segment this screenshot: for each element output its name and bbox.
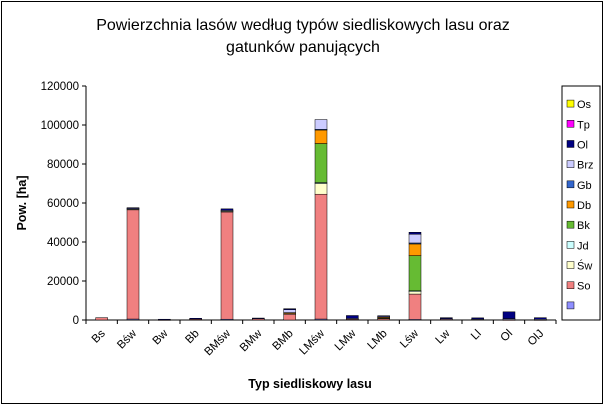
- legend-swatch: [566, 120, 575, 128]
- legend-swatch: [566, 301, 575, 310]
- bar-segment: [314, 143, 328, 183]
- bar-segment: [408, 233, 422, 244]
- x-tick-label: Ol: [499, 328, 516, 345]
- y-tick-label: 60000: [47, 198, 79, 210]
- legend-swatch: [566, 281, 575, 289]
- x-tick-label: Bw: [151, 327, 171, 347]
- bar-segment: [158, 318, 171, 321]
- bar-segment: [408, 255, 422, 291]
- bar-segment: [534, 317, 547, 320]
- y-axis-label: Pow. [ha]: [15, 175, 29, 230]
- x-tick-label: LMw: [333, 327, 359, 353]
- bar-segment: [189, 317, 202, 320]
- x-tick-label: BMśw: [202, 327, 233, 358]
- legend-swatch: [566, 220, 575, 229]
- bar-segment: [502, 311, 516, 319]
- x-tick-label: OlJ: [526, 328, 547, 349]
- legend-swatch: [566, 140, 575, 148]
- legend-swatch: [566, 200, 575, 209]
- y-tick-label: 40000: [47, 237, 79, 249]
- x-tick-label: BMb: [271, 328, 296, 353]
- bar-segment: [220, 211, 234, 320]
- bar-segment: [283, 309, 296, 313]
- x-tick-label: LMb: [365, 328, 389, 352]
- legend-label: Os: [577, 99, 592, 111]
- legend-label: Db: [577, 200, 591, 212]
- legend-label: Jd: [577, 240, 589, 252]
- bar-segment: [314, 119, 328, 130]
- x-tick-label: Bśw: [115, 327, 139, 351]
- bar-segment: [95, 317, 108, 321]
- legend-label: Tp: [577, 119, 590, 131]
- bar-segment: [408, 243, 422, 256]
- bar-segment: [377, 315, 390, 317]
- bar-segment: [471, 317, 484, 320]
- y-tick-label: 100000: [41, 120, 79, 132]
- chart-title-line-2: gatunków panujących: [226, 39, 380, 56]
- legend-label: Ol: [577, 139, 588, 151]
- bar-segment: [126, 209, 140, 320]
- legend-label: Brz: [577, 160, 594, 172]
- x-tick-label: BMw: [238, 327, 265, 354]
- bar-segment: [314, 129, 328, 144]
- bar-segment: [408, 232, 422, 235]
- legend-swatch: [566, 99, 575, 108]
- bar-segment: [283, 313, 296, 321]
- chart-title-line-1: Powierzchnia lasów według typów siedlisk…: [96, 17, 510, 34]
- bar-segment: [314, 193, 328, 320]
- legend-swatch: [566, 261, 575, 269]
- bar-segment: [220, 208, 234, 211]
- bar-segment: [346, 315, 359, 319]
- legend-label: Św: [577, 260, 592, 273]
- y-tick-label: 120000: [41, 81, 79, 93]
- x-tick-label: Lw: [434, 327, 453, 346]
- bar-segment: [408, 293, 422, 320]
- legend-label: Gb: [577, 180, 592, 192]
- bar-segment: [252, 317, 265, 320]
- x-tick-label: Bb: [183, 328, 201, 346]
- x-tick-label: Bs: [90, 327, 108, 345]
- x-tick-label: LMśw: [297, 327, 327, 357]
- y-tick-label: 0: [73, 315, 79, 327]
- legend-swatch: [566, 180, 575, 189]
- legend-label: So: [577, 281, 590, 293]
- x-tick-label: Lśw: [398, 327, 421, 350]
- x-tick-label: Ll: [469, 328, 484, 343]
- legend: Os Tp Ol Brz Gb Db Bk Jd Św So: [561, 85, 601, 321]
- x-axis-label: Typ siedliskowy lasu: [248, 377, 371, 391]
- bar-segment: [283, 308, 296, 310]
- plot-area: 0 20000 40000 60000 80000 100000 120000 Bs Bśw Bw…: [41, 81, 557, 358]
- bar-segment: [314, 183, 328, 195]
- y-tick-label: 80000: [47, 159, 79, 171]
- y-tick-label: 20000: [47, 276, 79, 288]
- bar-segment: [126, 207, 140, 209]
- legend-label: Bk: [577, 220, 590, 232]
- legend-swatch: [566, 160, 575, 168]
- bar-segment: [440, 317, 453, 319]
- legend-swatch: [566, 241, 575, 249]
